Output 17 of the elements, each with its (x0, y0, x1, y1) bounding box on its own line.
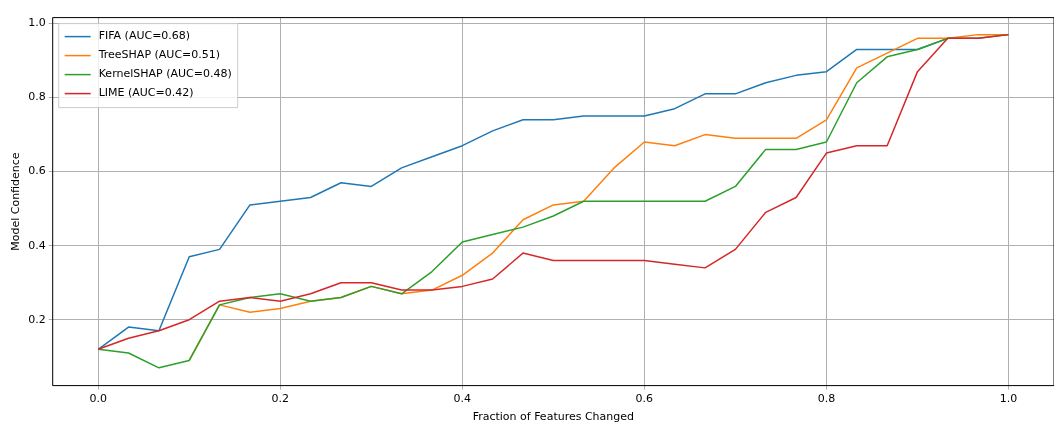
y-tick-label: 0.2 (28, 312, 46, 326)
x-tick-label: 0.4 (453, 392, 472, 406)
x-tick-label: 1.0 (999, 392, 1018, 406)
legend-label: FIFA (AUC=0.68) (98, 29, 191, 43)
x-tick-label: 0.0 (89, 392, 107, 406)
y-tick-label: 0.6 (28, 164, 46, 178)
x-tick-label: 0.2 (271, 392, 290, 406)
legend-label: LIME (AUC=0.42) (98, 86, 194, 100)
x-tick-label: 0.8 (817, 392, 836, 406)
x-axis-title: Fraction of Features Changed (472, 410, 635, 424)
y-tick-label: 1.0 (28, 16, 46, 30)
x-tick-label: 0.6 (635, 392, 654, 406)
legend-label: KernelSHAP (AUC=0.48) (98, 67, 232, 81)
y-tick-label: 0.8 (28, 90, 46, 104)
y-tick-label: 0.4 (28, 238, 46, 252)
y-axis-title: Model Confidence (9, 152, 23, 251)
legend-label: TreeSHAP (AUC=0.51) (97, 48, 221, 62)
